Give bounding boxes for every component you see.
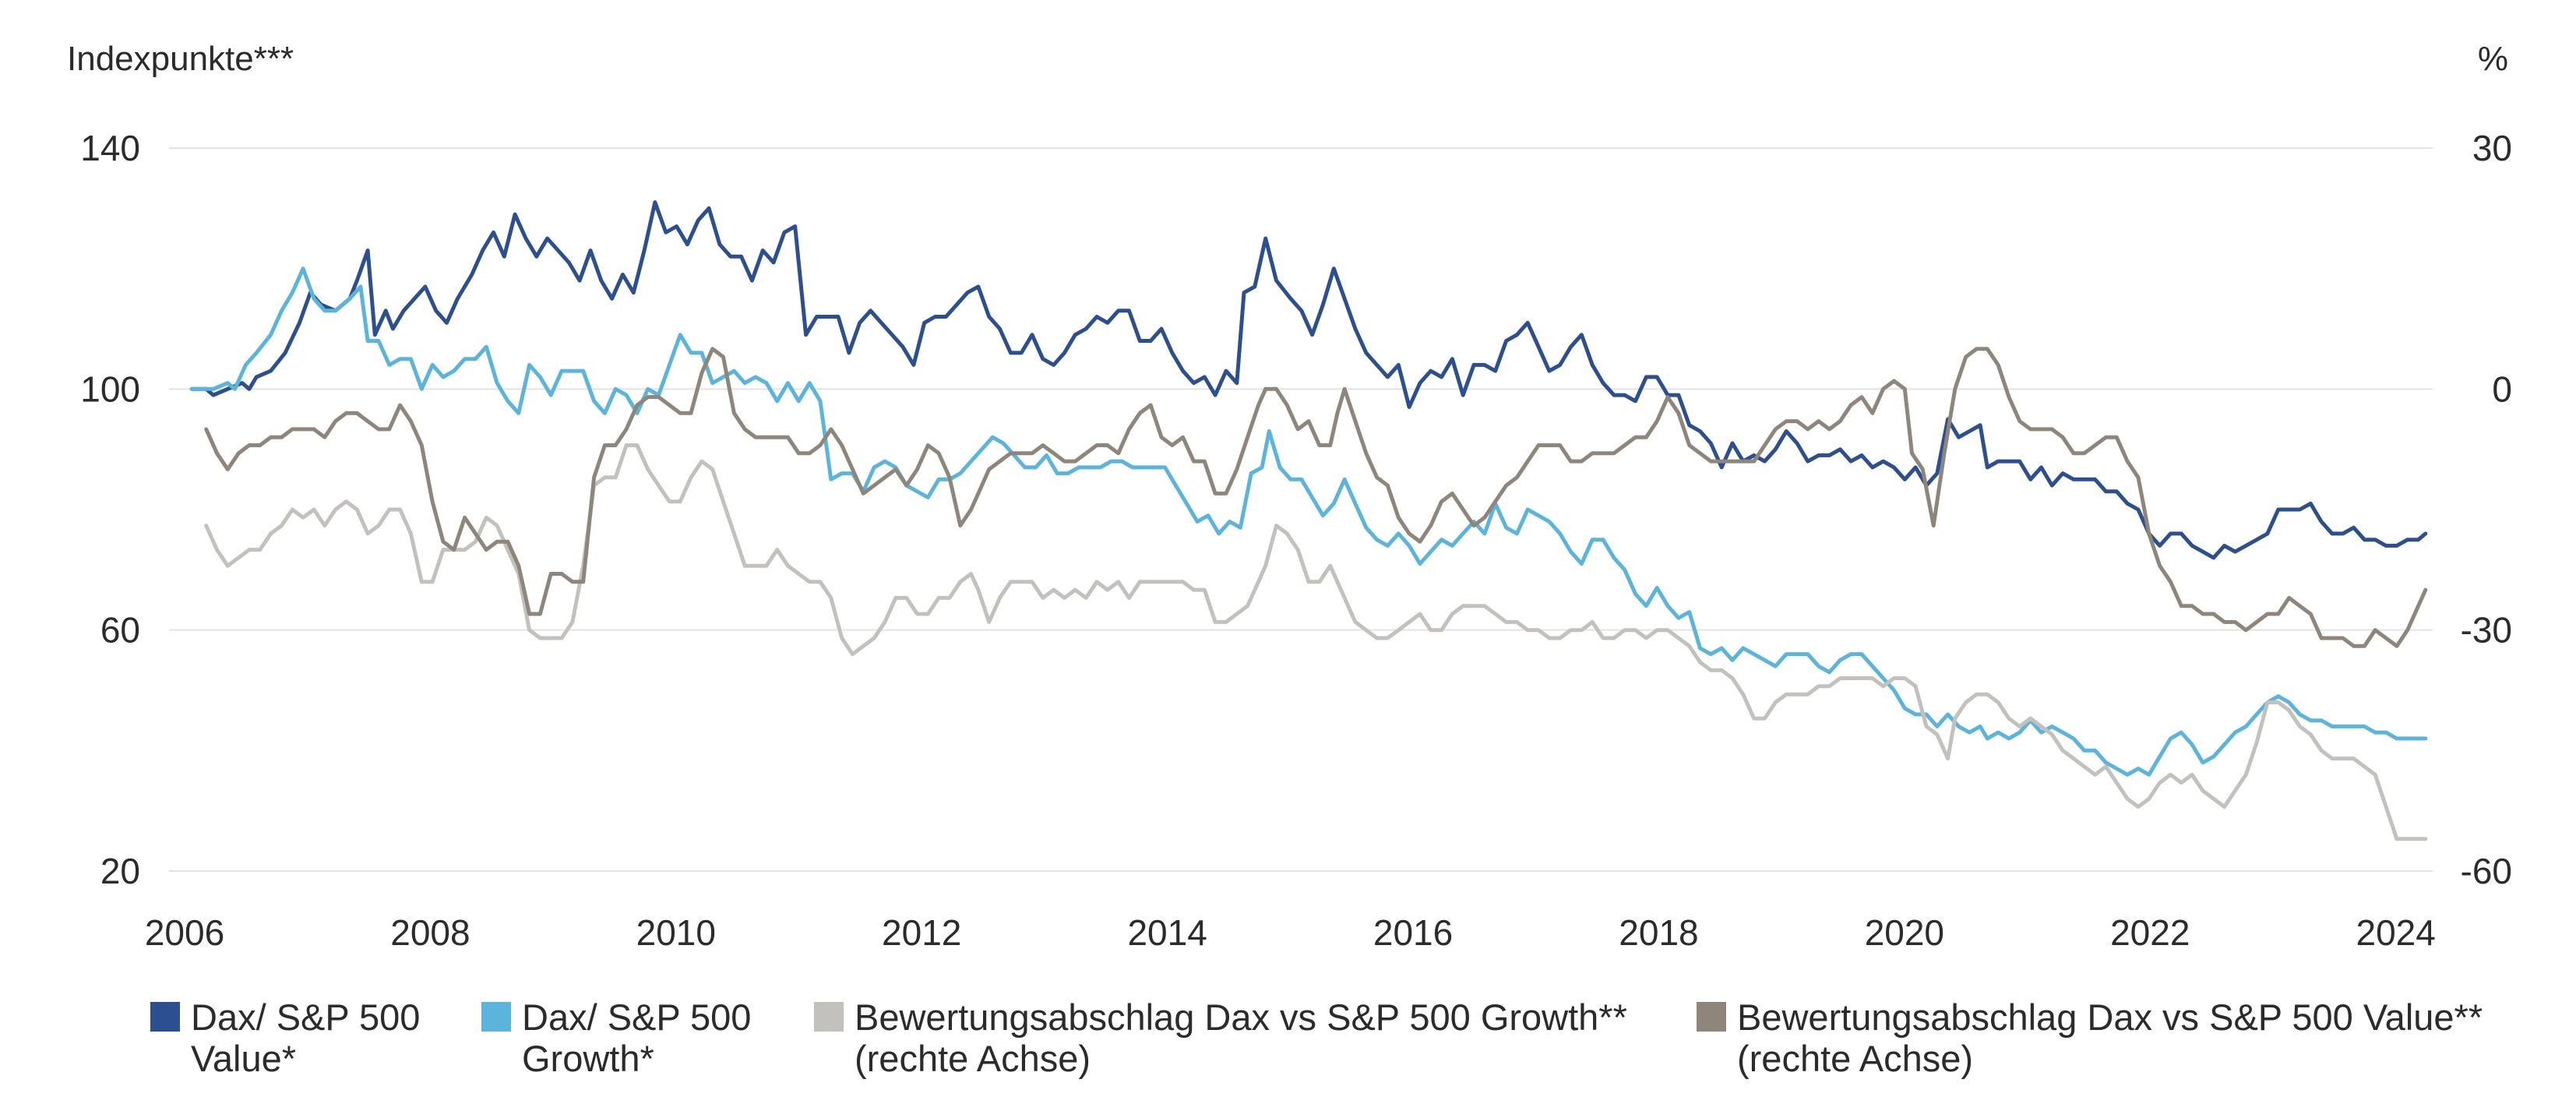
right-axis-ticks: 30 0 -30 -60 [2461, 128, 2512, 891]
grid-lines [169, 147, 2433, 872]
right-tick-label-0: 30 [2472, 128, 2512, 168]
left-tick-label-1: 100 [80, 369, 140, 409]
series-line-2 [204, 443, 2428, 841]
x-tick-label-8: 2022 [2110, 912, 2190, 953]
x-tick-label-0: 2006 [145, 912, 224, 953]
legend-label-0-line-0: Dax/ S&P 500 [191, 996, 420, 1038]
legend-label-2-line-0: Bewertungsabschlag Dax vs S&P 500 Growth… [855, 996, 1627, 1038]
right-tick-label-2: -30 [2461, 610, 2512, 651]
legend-label-1-line-0: Dax/ S&P 500 [522, 996, 751, 1038]
x-tick-label-2: 2010 [636, 912, 716, 953]
legend-label-2-line-1: (rechte Achse) [855, 1038, 1091, 1079]
x-tick-label-1: 2008 [390, 912, 470, 953]
series-line-0 [189, 200, 2428, 560]
x-axis-ticks: 2006 2008 2010 2012 2014 2016 2018 2020 2022 2024 [145, 912, 2436, 953]
series-line-1 [189, 266, 2428, 777]
legend-swatch-3 [1697, 1002, 1726, 1032]
right-tick-label-1: 0 [2492, 369, 2512, 409]
legend-swatch-0 [150, 1002, 180, 1032]
series-lines [189, 200, 2428, 841]
x-tick-label-7: 2020 [1865, 912, 1944, 953]
left-tick-label-2: 60 [100, 610, 140, 651]
right-axis-title: % [2478, 40, 2508, 78]
legend-label-0-line-1: Value* [191, 1038, 296, 1079]
legend-swatch-2 [814, 1002, 844, 1032]
legend-label-3-line-0: Bewertungsabschlag Dax vs S&P 500 Value*… [1737, 996, 2483, 1038]
legend-swatch-1 [481, 1002, 511, 1032]
x-tick-label-4: 2014 [1127, 912, 1207, 953]
x-tick-label-5: 2016 [1373, 912, 1453, 953]
x-tick-label-3: 2012 [882, 912, 961, 953]
series-line-3 [204, 347, 2428, 648]
left-axis-ticks: 140 100 60 20 [80, 128, 140, 891]
left-tick-label-3: 20 [100, 851, 140, 891]
left-axis-title: Indexpunkte*** [67, 40, 294, 78]
left-tick-label-0: 140 [80, 128, 140, 168]
right-tick-label-3: -60 [2461, 851, 2512, 891]
legend-label-1-line-1: Growth* [522, 1038, 654, 1079]
x-tick-label-6: 2018 [1619, 912, 1698, 953]
legend-label-3-line-1: (rechte Achse) [1737, 1038, 1973, 1079]
x-tick-label-9: 2024 [2356, 912, 2436, 953]
